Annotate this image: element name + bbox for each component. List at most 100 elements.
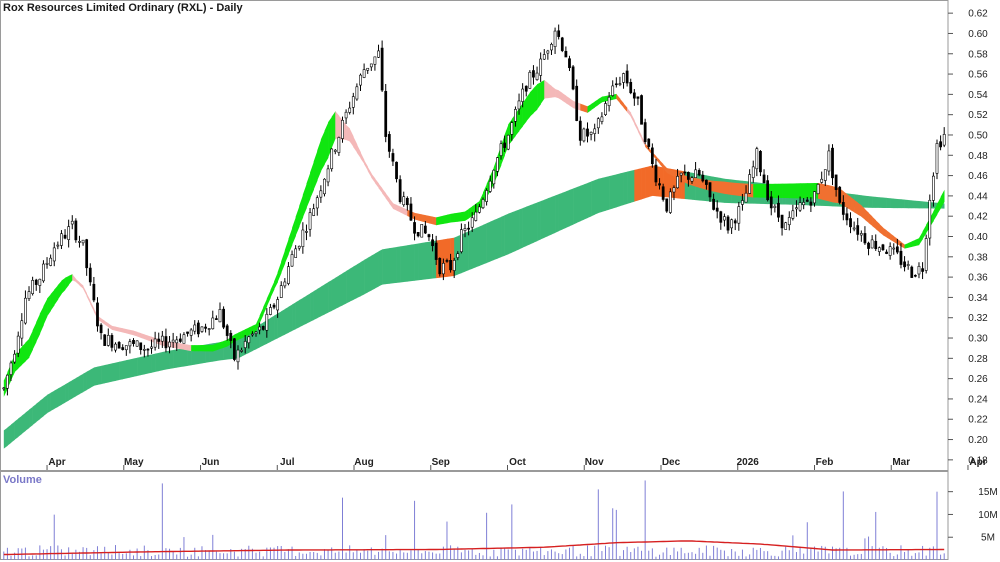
candle-body bbox=[622, 74, 624, 83]
candle-body bbox=[572, 67, 574, 89]
candle-body bbox=[540, 59, 542, 75]
candle-body bbox=[482, 199, 484, 207]
candle-body bbox=[500, 144, 502, 156]
long-ema-ribbon-segment bbox=[533, 202, 537, 242]
short-ema-ribbon-segment bbox=[461, 212, 465, 222]
candle-body bbox=[785, 223, 787, 230]
long-ema-ribbon-segment bbox=[94, 367, 98, 386]
short-ema-ribbon-segment bbox=[890, 233, 894, 242]
price-tick-label: 0.52 bbox=[968, 110, 988, 121]
candle-body bbox=[244, 341, 246, 347]
short-ema-ribbon-segment bbox=[883, 228, 887, 238]
candle-body bbox=[122, 348, 124, 350]
candle-body bbox=[532, 71, 534, 78]
candle-body bbox=[6, 375, 8, 388]
short-ema-ribbon-segment bbox=[83, 286, 87, 297]
candle-body bbox=[212, 318, 214, 329]
long-ema-ribbon-segment bbox=[915, 201, 919, 209]
candle-body bbox=[590, 132, 592, 134]
long-ema-ribbon-segment bbox=[897, 199, 901, 208]
long-ema-ribbon-segment bbox=[379, 249, 383, 286]
short-ema-ribbon-segment bbox=[72, 274, 76, 282]
candle-body bbox=[125, 346, 127, 350]
long-ema-ribbon-segment bbox=[624, 172, 628, 205]
candle-body bbox=[269, 307, 271, 314]
long-ema-ribbon-segment bbox=[894, 199, 898, 208]
candle-body bbox=[241, 350, 243, 351]
candle-body bbox=[17, 336, 19, 353]
long-ema-ribbon-segment bbox=[562, 191, 566, 229]
candle-body bbox=[442, 263, 444, 274]
price-tick-label: 0.24 bbox=[968, 394, 988, 405]
long-ema-ribbon-segment bbox=[4, 427, 8, 448]
long-ema-ribbon-segment bbox=[541, 200, 545, 240]
candle-body bbox=[788, 217, 790, 224]
long-ema-ribbon-segment bbox=[292, 302, 296, 331]
short-ema-ribbon-segment bbox=[530, 88, 534, 116]
candle-body bbox=[662, 187, 664, 200]
candle-body bbox=[604, 104, 606, 115]
short-ema-ribbon-segment bbox=[346, 125, 350, 142]
candle-body bbox=[900, 251, 902, 264]
long-ema-ribbon-segment bbox=[270, 316, 274, 342]
candle-body bbox=[334, 150, 336, 151]
candle-body bbox=[514, 109, 516, 121]
x-tick-label: Apr bbox=[969, 457, 986, 468]
long-ema-ribbon-segment bbox=[865, 196, 869, 208]
long-ema-ribbon-segment bbox=[598, 178, 602, 213]
candle-body bbox=[385, 91, 387, 136]
candle-body bbox=[320, 191, 322, 197]
short-ema-ribbon-segment bbox=[879, 224, 883, 235]
short-ema-ribbon-segment bbox=[465, 209, 469, 221]
short-ema-ribbon-segment bbox=[112, 326, 116, 331]
short-ema-ribbon-segment bbox=[36, 314, 40, 342]
candle-body bbox=[172, 340, 174, 342]
candle-body bbox=[374, 57, 376, 64]
short-ema-ribbon-segment bbox=[47, 294, 51, 316]
candle-body bbox=[511, 123, 513, 135]
candle-body bbox=[352, 97, 354, 108]
short-ema-ribbon-segment bbox=[822, 184, 826, 201]
long-ema-ribbon-segment bbox=[544, 198, 548, 237]
long-ema-ribbon-segment bbox=[72, 378, 76, 398]
short-ema-ribbon-segment bbox=[425, 215, 429, 223]
candle-body bbox=[723, 217, 725, 220]
long-ema-ribbon-segment bbox=[580, 184, 584, 221]
candle-body bbox=[713, 199, 715, 209]
candle-body bbox=[316, 198, 318, 208]
candle-body bbox=[943, 134, 945, 145]
long-ema-ribbon-segment bbox=[18, 416, 22, 437]
candle-body bbox=[475, 212, 477, 220]
candle-body bbox=[273, 305, 275, 307]
price-tick-label: 0.42 bbox=[968, 212, 988, 223]
x-tick-label: Feb bbox=[816, 457, 834, 468]
candle-body bbox=[363, 70, 365, 78]
candle-body bbox=[338, 137, 340, 152]
short-ema-ribbon-segment bbox=[443, 215, 447, 224]
price-tick-label: 0.50 bbox=[968, 130, 988, 141]
short-ema-ribbon-segment bbox=[317, 139, 321, 180]
candle-body bbox=[259, 327, 261, 330]
short-ema-ribbon-segment bbox=[368, 167, 372, 178]
short-ema-ribbon-segment bbox=[735, 183, 739, 196]
short-ema-ribbon-segment bbox=[364, 160, 368, 171]
candle-body bbox=[406, 198, 408, 204]
candle-body bbox=[75, 221, 77, 240]
candle-body bbox=[349, 108, 351, 112]
short-ema-ribbon-segment bbox=[624, 103, 628, 112]
long-ema-ribbon-segment bbox=[130, 359, 134, 378]
short-ema-ribbon-segment bbox=[580, 104, 584, 112]
short-ema-ribbon-segment bbox=[260, 307, 264, 323]
short-ema-ribbon-segment bbox=[440, 216, 444, 225]
short-ema-ribbon-segment bbox=[224, 340, 228, 348]
long-ema-ribbon-segment bbox=[144, 355, 148, 374]
short-ema-ribbon-segment bbox=[216, 342, 220, 350]
candle-body bbox=[720, 212, 722, 223]
short-ema-ribbon-segment bbox=[22, 343, 26, 365]
candle-body bbox=[107, 335, 109, 345]
candle-body bbox=[583, 129, 585, 141]
short-ema-ribbon-segment bbox=[526, 92, 530, 121]
short-ema-ribbon-segment bbox=[321, 131, 325, 171]
candle-body bbox=[140, 343, 142, 350]
candle-body bbox=[298, 246, 300, 248]
